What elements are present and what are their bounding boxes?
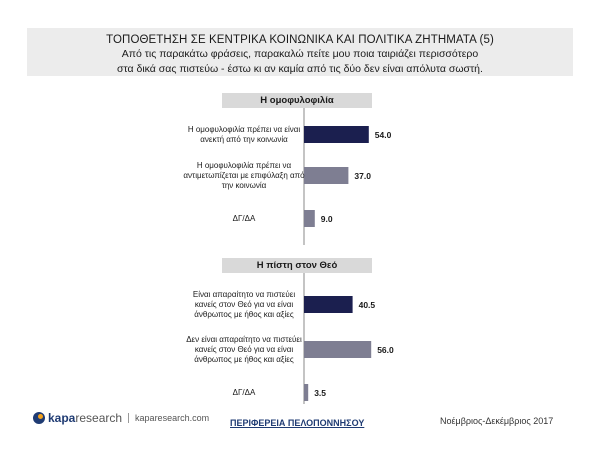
data-label: 56.0 bbox=[377, 345, 394, 355]
kapa-research-logo: kaparesearch kaparesearch.com bbox=[33, 411, 209, 425]
data-label: 37.0 bbox=[354, 171, 371, 181]
subtitle-line-2: στα δικά σας πιστεύω - έστω κι αν καμία … bbox=[117, 63, 483, 75]
category-label: Η ομοφυλοφιλία πρέπει να αντιμετωπίζεται … bbox=[183, 161, 305, 190]
data-label: 54.0 bbox=[375, 130, 392, 140]
logo-bold-text: kapa bbox=[48, 411, 76, 425]
logo-light-text: research bbox=[75, 411, 123, 425]
footer-region: ΠΕΡΙΦΕΡΕΙΑ ΠΕΛΟΠΟΝΝΗΣΟΥ bbox=[230, 418, 365, 428]
bar bbox=[304, 126, 369, 143]
category-label: Η ομοφυλοφιλία πρέπει να είναι ανεκτή από… bbox=[188, 125, 301, 144]
header-panel: ΤΟΠΟΘΕΤΗΣΗ ΣΕ ΚΕΝΤΡΙΚΑ ΚΟΙΝΩΝΙΚΑ ΚΑΙ ΠΟΛ… bbox=[27, 28, 573, 76]
section-title-faith: Η πίστη στον Θεό bbox=[222, 258, 372, 273]
bar bbox=[304, 167, 349, 184]
bar bbox=[304, 341, 372, 358]
kapa-logo-icon bbox=[33, 412, 45, 424]
subtitle-line-1: Από τις παρακάτω φράσεις, παρακαλώ πείτε… bbox=[121, 48, 479, 60]
category-label: ΔΓ/ΔΑ bbox=[233, 214, 256, 223]
bar bbox=[304, 384, 309, 401]
data-label: 9.0 bbox=[321, 214, 333, 224]
category-label: Δεν είναι απαραίτητο να πιστεύει κανείς σ… bbox=[186, 335, 302, 364]
footer-date: Νοέμβριος-Δεκέμβριος 2017 bbox=[440, 416, 554, 426]
bar bbox=[304, 296, 353, 313]
category-label: ΔΓ/ΔΑ bbox=[233, 388, 256, 397]
page-title: ΤΟΠΟΘΕΤΗΣΗ ΣΕ ΚΕΝΤΡΙΚΑ ΚΟΙΝΩΝΙΚΑ ΚΑΙ ΠΟΛ… bbox=[106, 34, 494, 46]
section-title-homosexuality: Η ομοφυλοφιλία bbox=[222, 93, 372, 108]
category-label: Είναι απαραίτητο να πιστεύει κανείς στον … bbox=[193, 290, 295, 319]
data-label: 40.5 bbox=[359, 300, 376, 310]
data-label: 3.5 bbox=[314, 388, 326, 398]
footer-url: kaparesearch.com bbox=[128, 413, 209, 423]
bar bbox=[304, 210, 315, 227]
